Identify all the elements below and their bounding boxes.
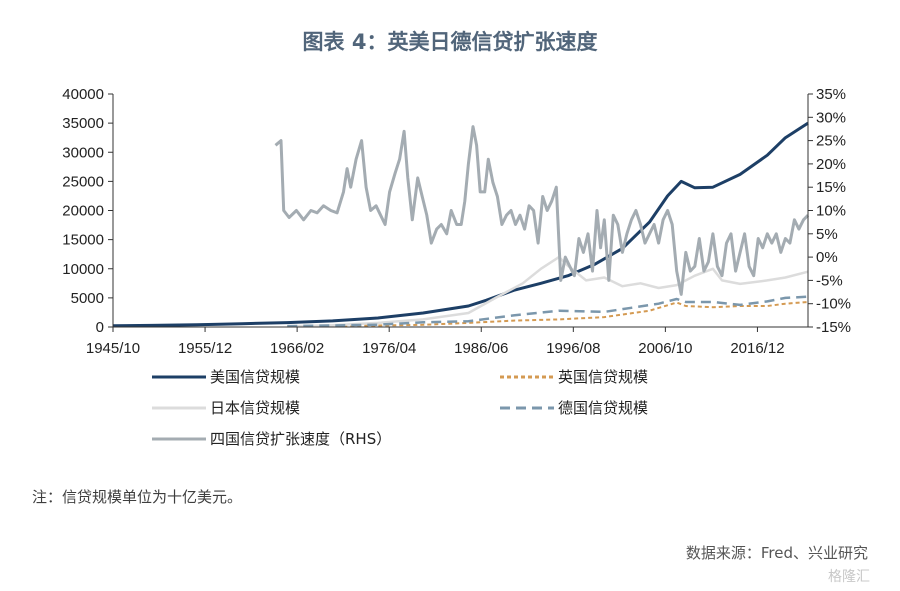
legend-label: 四国信贷扩张速度（RHS） (210, 430, 391, 448)
series-line-1 (287, 301, 809, 328)
left-tick-label: 25000 (62, 173, 104, 190)
right-tick-label: -5% (816, 272, 843, 289)
chart-title: 图表 4：英美日德信贷扩张速度 (302, 30, 598, 54)
left-tick-label: 20000 (62, 203, 104, 220)
x-tick-label: 1945/10 (86, 340, 140, 357)
left-tick-label: 15000 (62, 232, 104, 249)
footnote: 注：信贷规模单位为十亿美元。 (32, 488, 243, 506)
legend-label: 日本信贷规模 (210, 399, 300, 417)
right-tick-label: 15% (816, 179, 846, 196)
left-tick-label: 30000 (62, 144, 104, 161)
x-tick-label: 1976/04 (362, 340, 416, 357)
watermark-logo: 格隆汇 (828, 569, 870, 585)
right-tick-label: -15% (816, 319, 851, 336)
line-chart: 0 5000 10000 15000 20000 25000 30000 35000 40000… (62, 86, 851, 448)
legend-label: 英国信贷规模 (558, 368, 648, 386)
right-tick-label: 5% (816, 226, 838, 243)
legend-label: 美国信贷规模 (210, 368, 300, 386)
left-tick-label: 40000 (62, 86, 104, 103)
x-tick-label: 1996/08 (546, 340, 600, 357)
series-line-4 (274, 125, 810, 296)
left-tick-label: 5000 (71, 290, 104, 307)
right-tick-label: 35% (816, 86, 846, 103)
source-text: 数据来源：Fred、兴业研究 (685, 544, 868, 562)
x-tick-label: 1966/02 (270, 340, 324, 357)
series-line-0 (112, 121, 809, 328)
right-tick-label: 0% (816, 249, 838, 266)
right-tick-label: 20% (816, 156, 846, 173)
right-tick-label: -10% (816, 296, 851, 313)
x-tick-label: 2006/10 (638, 340, 692, 357)
right-tick-label: 25% (816, 133, 846, 150)
left-tick-label: 0 (96, 319, 104, 336)
x-tick-label: 2016/12 (730, 340, 784, 357)
right-tick-label: 30% (816, 109, 846, 126)
legend-label: 德国信贷规模 (558, 399, 648, 417)
left-tick-label: 35000 (62, 115, 104, 132)
series-line-3 (287, 295, 809, 328)
left-tick-label: 10000 (62, 261, 104, 278)
right-tick-label: 10% (816, 203, 846, 220)
x-tick-label: 1955/12 (178, 340, 232, 357)
x-tick-label: 1986/06 (454, 340, 508, 357)
series-line-2 (287, 255, 809, 328)
